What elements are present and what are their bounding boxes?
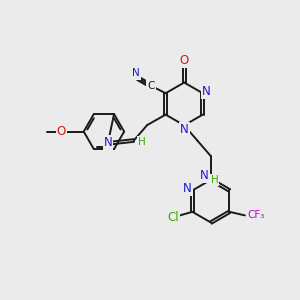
Text: H: H: [211, 175, 218, 185]
Text: H: H: [138, 137, 146, 147]
Text: N: N: [183, 182, 192, 195]
Text: N: N: [180, 123, 189, 136]
Text: N: N: [133, 69, 140, 79]
Text: N: N: [202, 85, 211, 98]
Text: O: O: [180, 54, 189, 67]
Text: O: O: [180, 54, 189, 67]
Text: H: H: [138, 137, 146, 147]
Text: H: H: [211, 175, 218, 185]
Text: N: N: [180, 123, 189, 136]
Text: C: C: [147, 80, 155, 91]
Text: CF₃: CF₃: [248, 210, 265, 220]
Text: N: N: [103, 136, 112, 149]
Text: N: N: [200, 169, 209, 182]
Text: N: N: [183, 182, 192, 195]
Text: O: O: [57, 125, 66, 138]
Text: Cl: Cl: [168, 211, 179, 224]
Text: C: C: [147, 80, 154, 91]
Text: CF₃: CF₃: [248, 210, 265, 220]
Text: N: N: [103, 136, 112, 149]
Text: N: N: [202, 85, 211, 98]
Text: N: N: [200, 169, 209, 182]
Text: N: N: [132, 68, 140, 78]
Text: Cl: Cl: [168, 211, 179, 224]
Text: O: O: [57, 125, 66, 138]
